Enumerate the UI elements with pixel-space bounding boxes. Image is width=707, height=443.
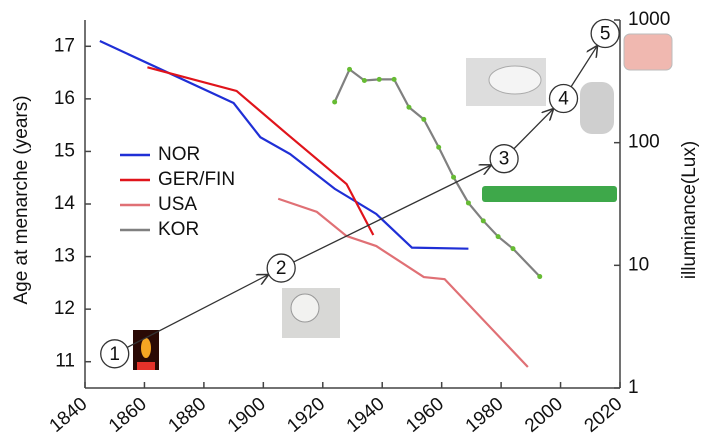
series-point (451, 174, 457, 180)
phone-icon (623, 33, 673, 71)
step-marker (548, 83, 579, 114)
y-tick-label: 14 (54, 193, 76, 214)
led-icon (580, 82, 614, 134)
step-marker (100, 339, 130, 369)
legend-label: KOR (158, 219, 199, 240)
tube-icon (482, 186, 617, 202)
x-tick-label: 2000 (521, 394, 567, 437)
step-label: 2 (276, 258, 287, 279)
y2-tick-label: 1 (628, 377, 639, 398)
x-tick-label: 1840 (46, 394, 92, 437)
step-arrow (513, 108, 554, 150)
x-tick-label: 1940 (343, 394, 389, 437)
bulb-glass (290, 293, 320, 323)
step-marker (590, 18, 620, 49)
flame (141, 338, 151, 358)
legend-label: NOR (158, 144, 200, 165)
y-axis-label: Age at menarche (years) (11, 95, 32, 304)
series-point (361, 77, 367, 83)
icons (133, 33, 673, 370)
step-marker (266, 253, 296, 283)
y-tick-label: 11 (55, 351, 75, 372)
x-tick-label: 1960 (402, 394, 448, 437)
y-tick-label: 17 (54, 35, 75, 56)
legend-label: GER/FIN (158, 169, 235, 190)
legend-label: USA (158, 194, 197, 215)
step-label: 5 (600, 24, 611, 45)
y-tick-label: 13 (54, 246, 75, 267)
candle-body (137, 362, 155, 370)
step-label: 3 (499, 149, 510, 170)
y2-tick-label: 100 (628, 132, 660, 153)
step-arrow (570, 45, 598, 88)
series-point (537, 274, 543, 280)
y-tick-label: 15 (54, 140, 75, 161)
series-point (495, 234, 501, 240)
series-point (332, 99, 338, 105)
x-tick-label: 1920 (283, 394, 329, 437)
step-label: 4 (558, 89, 569, 110)
series-point (436, 144, 442, 150)
series-point (510, 246, 516, 252)
y2-axis-label: illuminance(Lux) (679, 141, 700, 279)
series-point (465, 200, 471, 206)
series-point (391, 76, 397, 82)
series-point (406, 104, 412, 110)
series-point (480, 218, 486, 224)
x-tick-label: 1880 (164, 394, 210, 437)
x-tick-label: 1980 (462, 394, 508, 437)
x-tick-label: 1900 (224, 394, 270, 437)
series-point (376, 76, 382, 82)
x-tick-label: 2020 (581, 394, 627, 437)
y2-tick-label: 1000 (628, 9, 670, 30)
step-arrow (293, 165, 492, 263)
series-line (99, 40, 469, 250)
series-line (147, 66, 375, 236)
y-tick-label: 12 (54, 298, 75, 319)
series-point (347, 66, 353, 72)
step-label: 1 (109, 344, 120, 365)
y-tick-label: 16 (54, 88, 75, 109)
cfl-spiral (488, 65, 542, 95)
series-point (421, 116, 427, 122)
step-marker (489, 144, 519, 174)
step-arrow (126, 274, 269, 348)
x-tick-label: 1860 (105, 394, 151, 437)
y2-tick-label: 10 (628, 254, 649, 275)
series-line (277, 197, 529, 368)
